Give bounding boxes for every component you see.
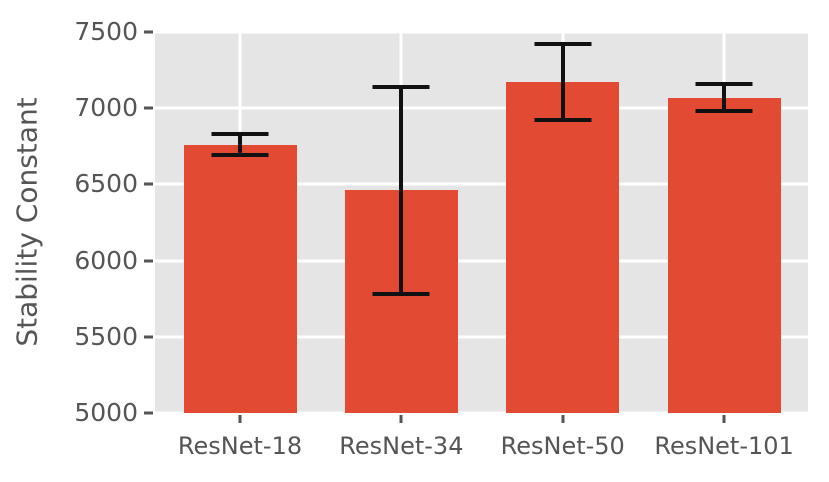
error-cap-top xyxy=(372,84,430,89)
y-tick-label: 6000 xyxy=(74,245,138,275)
y-axis-label: Stability Constant xyxy=(10,97,44,347)
horizontal-gridline xyxy=(155,335,808,339)
y-tick-label: 7500 xyxy=(74,17,138,46)
error-bar xyxy=(560,44,565,121)
error-cap-bottom xyxy=(695,109,753,114)
y-tick-mark xyxy=(144,335,153,339)
horizontal-gridline xyxy=(155,259,808,263)
horizontal-gridline xyxy=(155,30,808,34)
error-cap-top xyxy=(534,42,592,47)
horizontal-gridline xyxy=(155,106,808,110)
error-cap-bottom xyxy=(534,118,592,123)
error-cap-top xyxy=(211,132,269,137)
bar-resnet-101 xyxy=(667,97,781,413)
y-tick-mark xyxy=(144,411,153,415)
error-bar xyxy=(399,86,404,295)
bar-resnet-50 xyxy=(506,82,620,413)
error-bar xyxy=(722,83,727,112)
error-bar xyxy=(238,134,243,156)
y-tick-label: 7000 xyxy=(74,93,138,123)
y-tick-label: 5500 xyxy=(74,321,138,351)
x-tick-mark xyxy=(722,415,726,423)
error-cap-top xyxy=(695,81,753,86)
x-tick-label-resnet-101: ResNet-101 xyxy=(654,432,794,460)
x-tick-label-resnet-18: ResNet-18 xyxy=(177,432,303,460)
x-tick-mark xyxy=(561,415,565,423)
error-cap-bottom xyxy=(372,292,430,297)
y-tick-label: 5000 xyxy=(74,398,138,427)
x-tick-mark xyxy=(238,415,242,423)
y-tick-mark xyxy=(144,182,153,186)
bar-resnet-18 xyxy=(183,144,297,413)
x-tick-label-resnet-34: ResNet-34 xyxy=(339,432,464,460)
error-cap-bottom xyxy=(211,153,269,158)
y-tick-label: 6500 xyxy=(74,169,138,199)
y-tick-mark xyxy=(144,106,153,110)
y-tick-mark xyxy=(144,30,153,34)
horizontal-gridline xyxy=(155,182,808,186)
y-tick-mark xyxy=(144,259,153,263)
plot-area xyxy=(155,30,808,415)
x-tick-label-resnet-50: ResNet-50 xyxy=(500,432,625,460)
horizontal-gridline xyxy=(155,411,808,415)
x-tick-mark xyxy=(399,415,403,423)
